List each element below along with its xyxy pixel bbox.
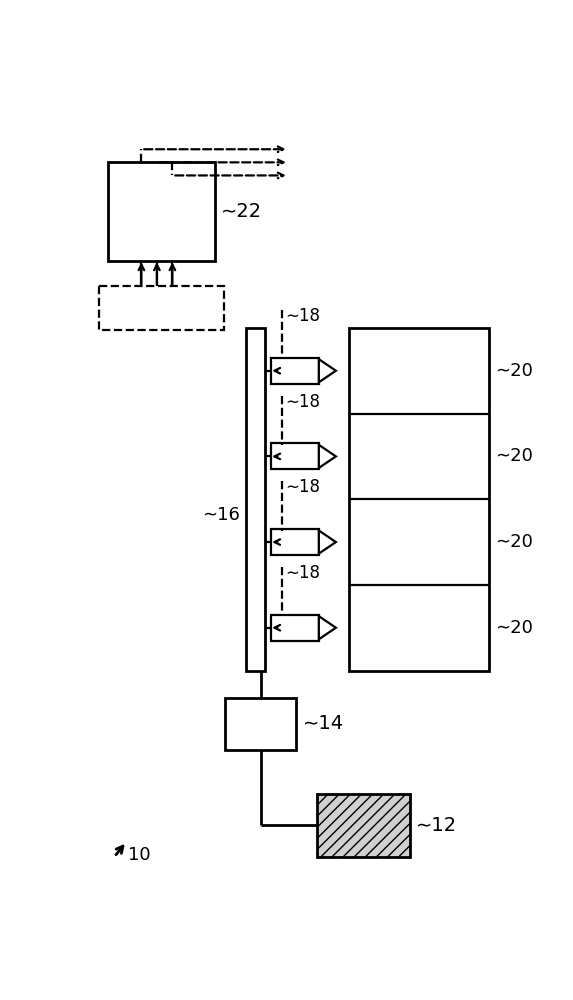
Text: ∼18: ∼18 bbox=[285, 307, 320, 325]
Text: ∼20: ∼20 bbox=[494, 533, 533, 551]
Bar bbox=[225, 698, 296, 750]
Polygon shape bbox=[319, 359, 336, 382]
Text: ∼20: ∼20 bbox=[494, 619, 533, 637]
Text: ∼20: ∼20 bbox=[494, 362, 533, 380]
Bar bbox=[271, 529, 319, 555]
Text: ∼14: ∼14 bbox=[303, 714, 344, 733]
Bar bbox=[316, 794, 410, 857]
Text: ∼18: ∼18 bbox=[285, 478, 320, 496]
Text: ∼20: ∼20 bbox=[494, 447, 533, 465]
Bar bbox=[271, 615, 319, 641]
Polygon shape bbox=[319, 531, 336, 554]
Polygon shape bbox=[319, 616, 336, 639]
Polygon shape bbox=[319, 445, 336, 468]
Bar bbox=[271, 358, 319, 384]
Bar bbox=[271, 443, 319, 469]
Text: ∼18: ∼18 bbox=[285, 564, 320, 582]
Text: ∼22: ∼22 bbox=[221, 202, 262, 221]
Bar bbox=[316, 794, 410, 857]
Bar bbox=[108, 162, 215, 261]
Bar bbox=[99, 286, 224, 330]
Text: ∼16: ∼16 bbox=[202, 506, 240, 524]
Bar bbox=[246, 328, 265, 671]
Text: 10: 10 bbox=[128, 846, 151, 864]
Text: ∼18: ∼18 bbox=[285, 393, 320, 411]
Bar bbox=[349, 328, 489, 671]
Text: ∼12: ∼12 bbox=[416, 816, 457, 835]
